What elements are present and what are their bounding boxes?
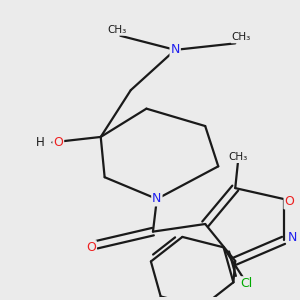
Text: CH₃: CH₃ (108, 25, 127, 35)
Text: CH₃: CH₃ (228, 152, 248, 162)
Text: CH₃: CH₃ (232, 32, 251, 43)
Text: N: N (288, 231, 297, 244)
Text: N: N (170, 44, 180, 56)
Text: N: N (152, 193, 162, 206)
Text: O: O (86, 241, 96, 254)
Text: H: H (36, 136, 45, 149)
Text: O: O (284, 195, 294, 208)
Text: Cl: Cl (240, 277, 252, 290)
Text: O: O (53, 136, 63, 149)
